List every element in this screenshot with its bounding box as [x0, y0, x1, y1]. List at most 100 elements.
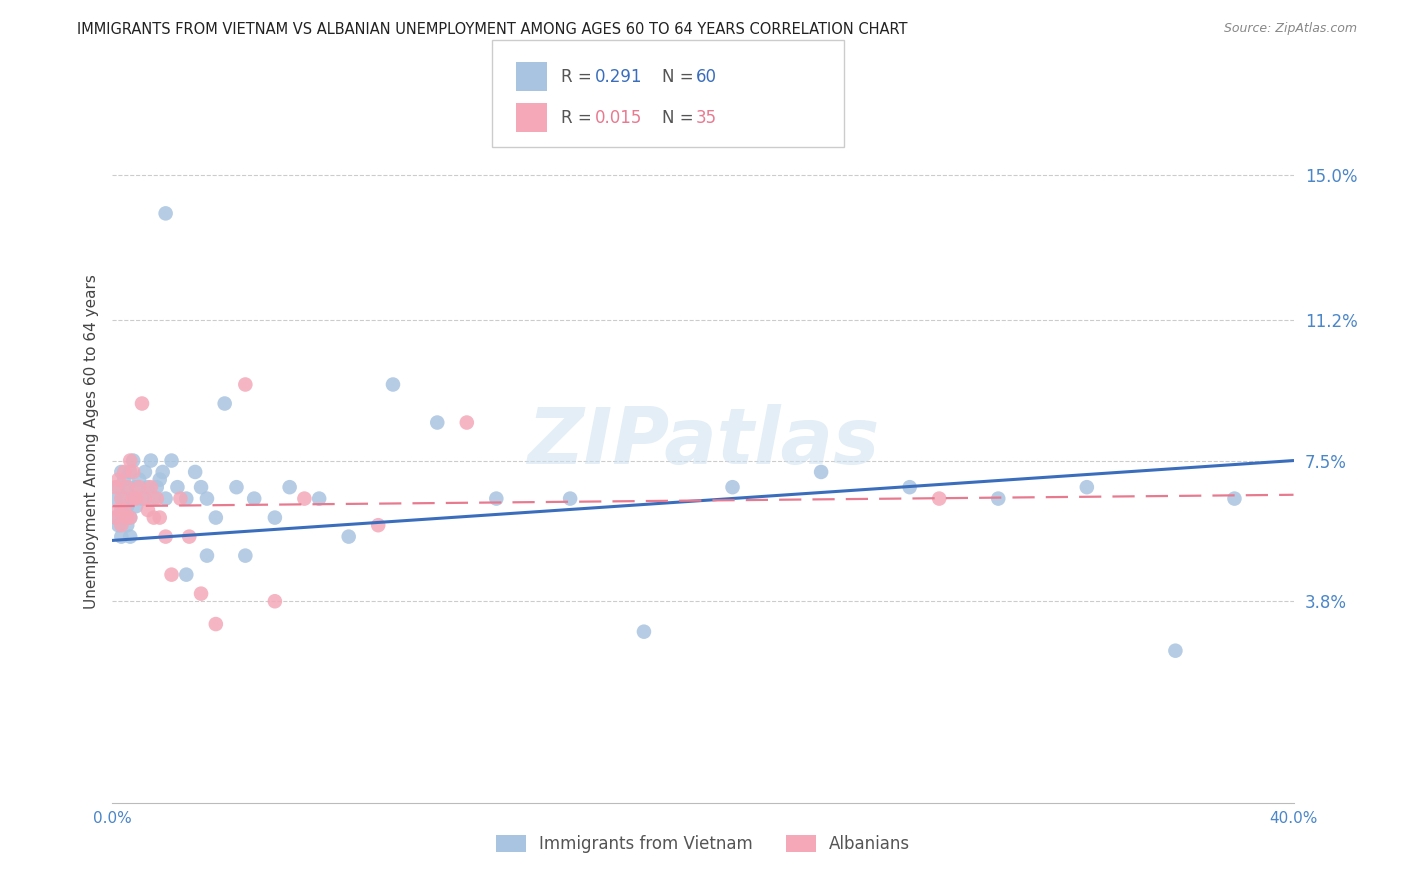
- Text: N =: N =: [662, 68, 699, 86]
- Point: [190, 587, 212, 601]
- Point: [112, 465, 135, 479]
- Point: [898, 480, 921, 494]
- Point: [142, 491, 165, 506]
- Point: [107, 518, 129, 533]
- Point: [264, 594, 287, 608]
- Point: [426, 416, 449, 430]
- Point: [155, 530, 177, 544]
- Point: [104, 510, 127, 524]
- Point: [337, 530, 360, 544]
- Point: [110, 530, 132, 544]
- Text: 35: 35: [696, 109, 717, 127]
- Point: [112, 510, 135, 524]
- Point: [721, 480, 744, 494]
- Point: [104, 491, 127, 506]
- Point: [120, 453, 142, 467]
- Point: [107, 473, 129, 487]
- Point: [149, 510, 172, 524]
- Point: [125, 499, 148, 513]
- Text: 0.015: 0.015: [595, 109, 643, 127]
- Point: [122, 465, 145, 479]
- Point: [125, 480, 148, 494]
- Point: [120, 510, 142, 524]
- Point: [122, 491, 145, 506]
- Point: [174, 491, 197, 506]
- Point: [243, 491, 266, 506]
- Point: [110, 465, 132, 479]
- Point: [117, 510, 138, 524]
- Legend: Immigrants from Vietnam, Albanians: Immigrants from Vietnam, Albanians: [489, 828, 917, 860]
- Point: [558, 491, 582, 506]
- Point: [136, 480, 159, 494]
- Text: ZIPatlas: ZIPatlas: [527, 403, 879, 480]
- Point: [633, 624, 655, 639]
- Point: [107, 480, 129, 494]
- Text: IMMIGRANTS FROM VIETNAM VS ALBANIAN UNEMPLOYMENT AMONG AGES 60 TO 64 YEARS CORRE: IMMIGRANTS FROM VIETNAM VS ALBANIAN UNEM…: [77, 22, 908, 37]
- Point: [1223, 491, 1246, 506]
- Point: [278, 480, 301, 494]
- Point: [382, 377, 405, 392]
- Point: [112, 473, 135, 487]
- Point: [190, 480, 212, 494]
- Point: [152, 465, 174, 479]
- Point: [139, 453, 162, 467]
- Point: [205, 510, 228, 524]
- Text: N =: N =: [662, 109, 699, 127]
- Point: [1076, 480, 1098, 494]
- Point: [195, 549, 218, 563]
- Text: R =: R =: [561, 68, 598, 86]
- Point: [146, 491, 169, 506]
- Point: [142, 510, 165, 524]
- Point: [104, 510, 127, 524]
- Point: [117, 480, 138, 494]
- Text: Source: ZipAtlas.com: Source: ZipAtlas.com: [1223, 22, 1357, 36]
- Point: [104, 480, 127, 494]
- Point: [117, 499, 138, 513]
- Point: [485, 491, 508, 506]
- Point: [195, 491, 218, 506]
- Point: [179, 530, 201, 544]
- Point: [264, 510, 287, 524]
- Point: [120, 530, 142, 544]
- Point: [233, 377, 256, 392]
- Point: [128, 473, 150, 487]
- Point: [125, 491, 148, 506]
- Point: [169, 491, 191, 506]
- Point: [205, 617, 228, 632]
- Point: [160, 567, 183, 582]
- Text: R =: R =: [561, 109, 598, 127]
- Point: [308, 491, 330, 506]
- Point: [120, 465, 142, 479]
- Point: [987, 491, 1010, 506]
- Point: [117, 518, 138, 533]
- Point: [122, 491, 145, 506]
- Point: [134, 465, 156, 479]
- Point: [134, 491, 156, 506]
- Point: [136, 503, 159, 517]
- Point: [112, 491, 135, 506]
- Point: [107, 503, 129, 517]
- Point: [155, 206, 177, 220]
- Point: [110, 518, 132, 533]
- Point: [292, 491, 315, 506]
- Point: [1164, 643, 1187, 657]
- Text: 0.291: 0.291: [595, 68, 643, 86]
- Point: [233, 549, 256, 563]
- Point: [131, 396, 153, 410]
- Point: [184, 465, 207, 479]
- Point: [174, 567, 197, 582]
- Point: [367, 518, 389, 533]
- Point: [810, 465, 832, 479]
- Point: [112, 503, 135, 517]
- Point: [139, 480, 162, 494]
- Point: [928, 491, 950, 506]
- Point: [128, 480, 150, 494]
- Point: [160, 453, 183, 467]
- Point: [166, 480, 188, 494]
- Point: [117, 480, 138, 494]
- Point: [456, 416, 478, 430]
- Point: [146, 480, 169, 494]
- Point: [214, 396, 236, 410]
- Y-axis label: Unemployment Among Ages 60 to 64 years: Unemployment Among Ages 60 to 64 years: [83, 274, 98, 609]
- Point: [110, 491, 132, 506]
